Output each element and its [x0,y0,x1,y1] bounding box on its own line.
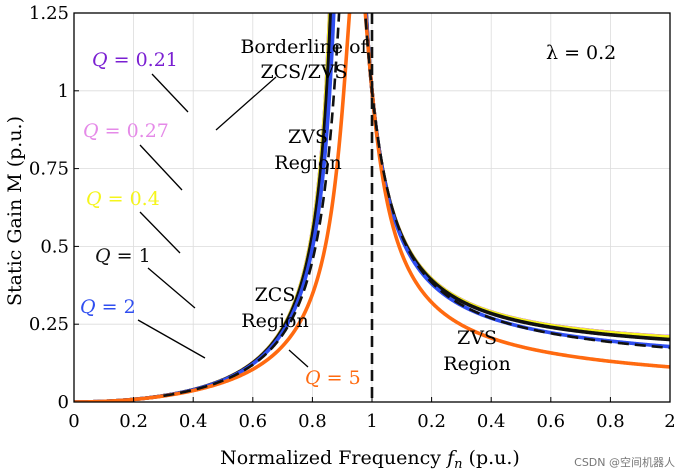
y-tick-label-3: 0.75 [29,159,69,180]
borderline-label-line1: Borderline of [240,36,369,58]
x-tick-label-0: 0 [68,411,79,432]
leader-q-04 [139,211,181,254]
axis-ticks: 0 0.2 0.4 0.6 0.8 1 0.2 0.4 0.6 0.8 2 0 0.25 0.5 0.75 1… [29,3,676,432]
leader-lines [137,73,309,368]
x-tick-label-8: 0.6 [536,411,565,432]
y-axis-label: Static Gain M (p.u.) [4,116,26,306]
y-tick-label-0: 0 [58,392,69,413]
label-q-04: Q = 0.4 [86,188,160,210]
leader-q-1 [147,267,196,309]
x-tick-label-3: 0.6 [238,411,267,432]
zcs-region-line2: Region [241,310,308,332]
y-tick-label-4: 1 [58,81,69,102]
leader-q-2 [137,319,206,359]
leader-q-027 [139,144,183,191]
label-q-027: Q = 0.27 [83,120,169,142]
leader-q-021 [151,73,189,113]
x-tick-label-7: 0.4 [477,411,506,432]
zcs-region-line1: ZCS [255,284,296,306]
zvs-region-right-line1: ZVS [457,327,497,349]
borderline-label-line2: ZCS/ZVS [260,61,347,83]
watermark: CSDN @空间机器人 [574,455,675,469]
x-tick-label-5: 1 [366,411,377,432]
x-tick-label-4: 0.8 [298,411,327,432]
x-tick-label-1: 0.2 [119,411,148,432]
zvs-region-top-line2: Region [274,152,341,174]
zvs-region-right-line2: Region [443,353,510,375]
x-tick-label-10: 2 [664,411,675,432]
x-tick-label-9: 0.8 [596,411,625,432]
label-q-1: Q = 1 [95,245,151,267]
y-tick-label-1: 0.25 [29,314,69,335]
borderline-curve [163,13,670,398]
leader-q-5 [288,349,309,368]
x-tick-label-2: 0.4 [179,411,208,432]
x-tick-label-6: 0.2 [417,411,446,432]
y-tick-label-5: 1.25 [29,3,69,24]
y-tick-label-2: 0.5 [40,236,69,257]
leader-borderline [215,76,277,131]
zvs-region-top-line1: ZVS [288,126,328,148]
label-q-5: Q = 5 [305,367,361,389]
label-q-2: Q = 2 [80,296,136,318]
guide-lines [163,13,670,402]
x-axis-label: Normalized Frequency fn (p.u.) [220,447,520,472]
lambda-label: λ = 0.2 [546,42,616,64]
label-q-021: Q = 0.21 [92,49,178,71]
